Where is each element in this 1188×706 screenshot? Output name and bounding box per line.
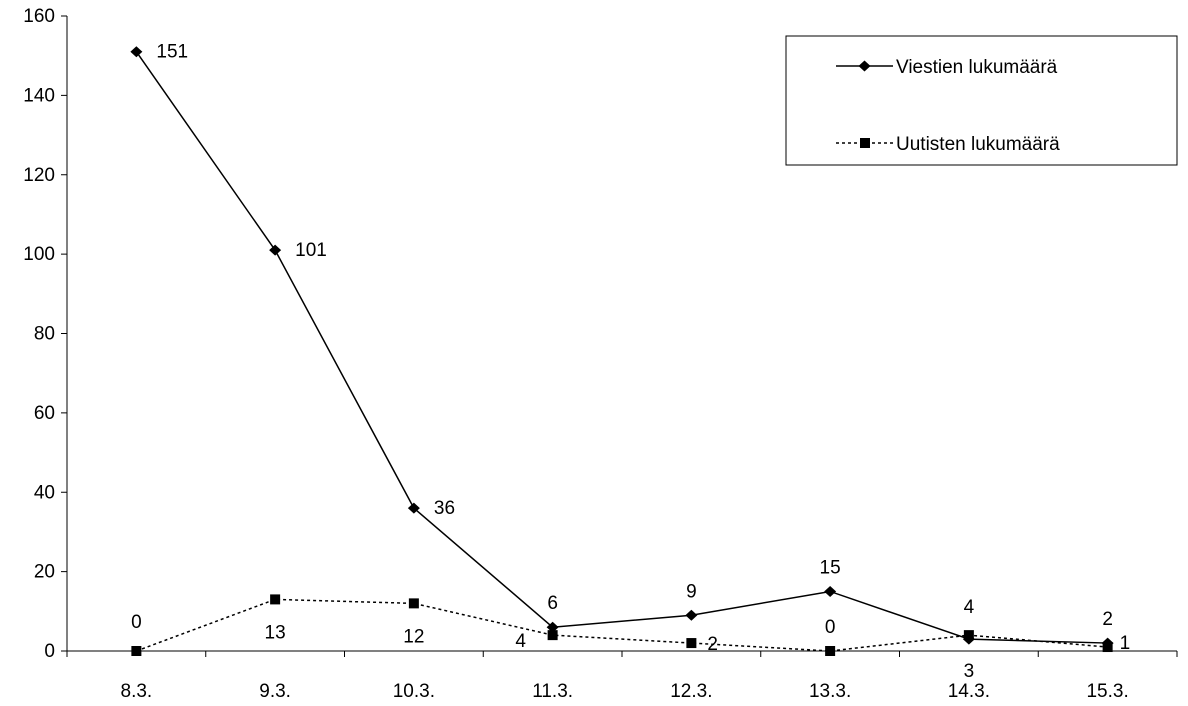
data-point-square xyxy=(825,646,836,656)
data-point-square xyxy=(1102,642,1113,653)
data-point-square xyxy=(131,646,142,656)
legend-box xyxy=(785,35,1178,166)
legend-label-series-2: Uutisten lukumäärä xyxy=(896,134,1060,155)
data-labels: 151 101 36 6 9 15 3 2 0 13 12 4 2 0 4 1 xyxy=(131,42,1130,682)
data-point-square xyxy=(963,630,974,641)
data-label-series-1: 36 xyxy=(434,498,455,519)
y-tick-label: 80 xyxy=(34,324,55,345)
x-tick-label: 8.3. xyxy=(121,681,153,702)
legend-marker-diamond-icon xyxy=(858,60,871,72)
y-tick-label: 140 xyxy=(23,85,55,106)
y-tick-label: 20 xyxy=(34,562,55,583)
x-axis-ticks: 8.3. 9.3. 10.3. 11.3. 12.3. 13.3. 14.3. 15.3. xyxy=(66,651,1178,702)
data-label-series-1: 6 xyxy=(547,593,558,614)
data-point-square xyxy=(686,638,697,649)
data-point-diamond xyxy=(824,585,837,597)
data-label-series-2: 4 xyxy=(964,597,975,618)
data-point-diamond xyxy=(685,609,698,621)
data-label-series-2: 13 xyxy=(265,622,286,643)
x-tick-label: 9.3. xyxy=(259,681,291,702)
data-label-series-1: 15 xyxy=(820,557,841,578)
x-tick-label: 12.3. xyxy=(670,681,712,702)
x-tick-label: 15.3. xyxy=(1086,681,1128,702)
y-tick-label: 120 xyxy=(23,165,55,186)
data-point-diamond xyxy=(269,244,282,256)
series-line-2 xyxy=(136,598,1108,652)
data-label-series-2: 12 xyxy=(403,626,424,647)
y-tick-label: 100 xyxy=(23,244,55,265)
y-tick-label: 0 xyxy=(44,641,55,662)
y-tick-label: 60 xyxy=(34,403,55,424)
data-label-series-2: 0 xyxy=(825,617,836,638)
data-point-square xyxy=(270,594,281,605)
data-label-series-2: 2 xyxy=(707,634,718,655)
data-label-series-2: 0 xyxy=(131,612,142,633)
data-point-diamond xyxy=(546,621,559,633)
y-tick-label: 40 xyxy=(34,482,55,503)
data-label-series-1: 3 xyxy=(964,661,975,682)
data-label-series-2: 4 xyxy=(515,631,526,652)
data-point-square xyxy=(547,630,558,641)
data-label-series-1: 2 xyxy=(1102,609,1113,630)
x-tick-label: 13.3. xyxy=(809,681,851,702)
y-axis-ticks: 0 20 40 60 80 100 120 140 160 xyxy=(23,6,67,662)
y-tick-label: 160 xyxy=(23,6,55,27)
x-tick-label: 14.3. xyxy=(948,681,990,702)
data-point-diamond xyxy=(407,502,420,514)
x-tick-label: 10.3. xyxy=(393,681,435,702)
data-label-series-1: 101 xyxy=(295,240,327,261)
series-lines xyxy=(135,51,1108,652)
legend-marker-square-icon xyxy=(860,138,870,148)
data-point-square xyxy=(408,598,419,609)
data-point-diamond xyxy=(130,46,143,58)
data-label-series-1: 9 xyxy=(686,581,697,602)
legend-label-series-1: Viestien lukumäärä xyxy=(896,57,1058,78)
data-label-series-2: 1 xyxy=(1120,633,1131,654)
x-tick-label: 11.3. xyxy=(532,681,573,702)
series-line-1 xyxy=(135,51,1108,644)
legend: Viestien lukumäärä Uutisten lukumäärä xyxy=(785,35,1178,166)
data-label-series-1: 151 xyxy=(156,42,188,63)
series-markers xyxy=(130,46,1114,656)
